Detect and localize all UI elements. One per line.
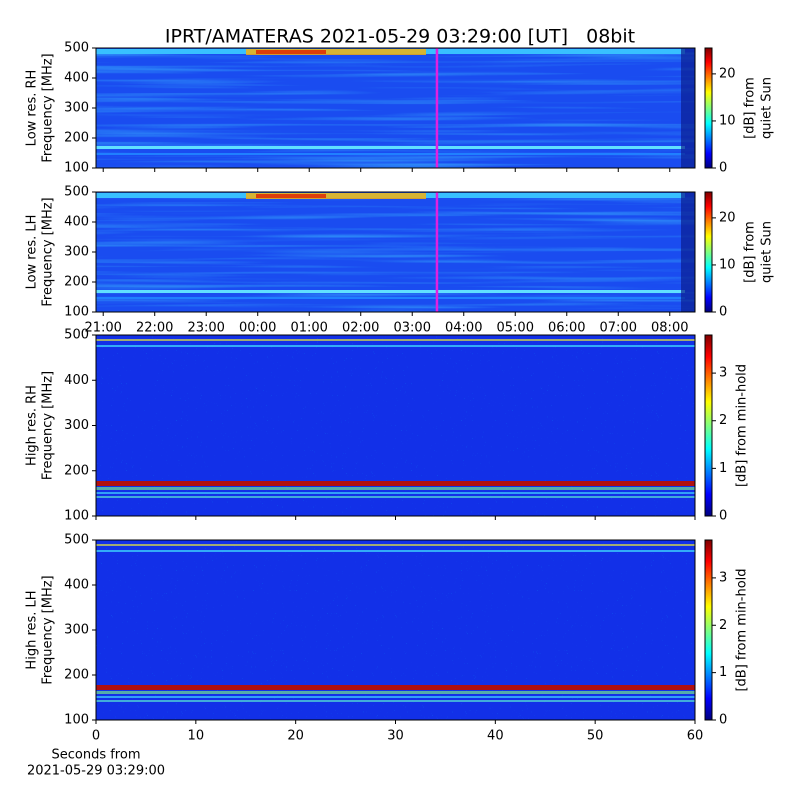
colorbar-tick-label: 2 — [719, 413, 727, 428]
y-tick-label: 400 — [64, 215, 89, 230]
x-tick-label: 07:00 — [600, 321, 637, 336]
y-tick-label: 100 — [64, 509, 89, 524]
band — [246, 49, 426, 55]
band — [96, 290, 685, 293]
colorbar-label: quiet Sun — [760, 77, 775, 139]
band — [681, 192, 695, 312]
colorbar — [704, 539, 713, 721]
band — [96, 487, 695, 490]
y-tick-label: 400 — [64, 373, 89, 388]
x-tick-label: 50 — [587, 729, 604, 744]
x-tick-label: 23:00 — [187, 321, 224, 336]
band — [96, 492, 695, 494]
y-axis-label: High res. RH — [25, 385, 40, 466]
colorbar-tick-label: 0 — [719, 713, 727, 728]
band — [96, 496, 695, 498]
colorbar-tick-label: 10 — [719, 257, 736, 272]
colorbar-label: quiet Sun — [760, 221, 775, 283]
band — [96, 481, 695, 486]
y-tick-label: 200 — [64, 275, 89, 290]
y-tick-label: 500 — [64, 328, 89, 343]
x-tick-label: 22:00 — [136, 321, 173, 336]
colorbar-tick-label: 20 — [719, 66, 736, 81]
y-tick-label: 500 — [64, 533, 89, 548]
y-tick-label: 100 — [64, 161, 89, 176]
colorbar — [704, 47, 713, 169]
colorbar-tick-label: 0 — [719, 305, 727, 320]
y-tick-label: 400 — [64, 71, 89, 86]
band — [96, 345, 695, 347]
x-tick-label: 60 — [687, 729, 704, 744]
colorbar-tick-label: 0 — [719, 161, 727, 176]
band — [96, 700, 695, 702]
x-axis-label: 2021-05-29 03:29:00 — [27, 764, 165, 779]
y-axis-label: Frequency [MHz] — [41, 371, 56, 480]
x-tick-label: 30 — [387, 729, 404, 744]
x-tick-label: 06:00 — [548, 321, 585, 336]
chart-title: IPRT/AMATERAS 2021-05-29 03:29:00 [UT] 0… — [165, 26, 635, 48]
band — [96, 146, 685, 149]
colorbar — [704, 334, 713, 517]
colorbar-tick-label: 3 — [719, 366, 727, 381]
x-tick-label: 02:00 — [342, 321, 379, 336]
x-tick-label: 10 — [188, 729, 205, 744]
colorbar-tick-label: 3 — [719, 570, 727, 585]
x-tick-label: 01:00 — [290, 321, 327, 336]
colorbar-tick-label: 20 — [719, 210, 736, 225]
y-tick-label: 300 — [64, 418, 89, 433]
y-tick-label: 200 — [64, 131, 89, 146]
x-tick-label: 0 — [92, 729, 100, 744]
x-tick-label: 04:00 — [445, 321, 482, 336]
x-tick-label: 05:00 — [497, 321, 534, 336]
colorbar-tick-label: 1 — [719, 461, 727, 476]
heatmap-texture — [96, 192, 695, 312]
y-axis-label: Frequency [MHz] — [41, 53, 56, 162]
x-tick-label: 03:00 — [394, 321, 431, 336]
colorbar — [704, 191, 713, 313]
y-tick-label: 500 — [64, 185, 89, 200]
x-tick-label: 20 — [287, 729, 304, 744]
y-axis-label: High res. LH — [25, 590, 40, 669]
colorbar-label: [dB] from — [743, 221, 758, 283]
band — [256, 50, 326, 54]
x-tick-label: 08:00 — [651, 321, 688, 336]
band — [96, 696, 695, 698]
colorbar-tick-label: 10 — [719, 113, 736, 128]
y-axis-label: Low res. LH — [25, 215, 40, 290]
colorbar-tick-label: 1 — [719, 665, 727, 680]
y-tick-label: 100 — [64, 305, 89, 320]
band — [96, 544, 695, 546]
colorbar-tick-label: 0 — [719, 509, 727, 524]
band — [96, 297, 685, 299]
y-tick-label: 400 — [64, 578, 89, 593]
y-tick-label: 100 — [64, 713, 89, 728]
colorbar-label: [dB] from min-hold — [735, 364, 750, 487]
y-tick-label: 300 — [64, 245, 89, 260]
x-tick-label: 00:00 — [239, 321, 276, 336]
band — [256, 194, 326, 198]
colorbar-label: [dB] from — [743, 77, 758, 139]
y-tick-label: 300 — [64, 623, 89, 638]
y-tick-label: 200 — [64, 668, 89, 683]
band — [681, 48, 695, 168]
heatmap-texture — [96, 48, 695, 168]
y-axis-label: Low res. RH — [25, 70, 40, 147]
colorbar-tick-label: 2 — [719, 618, 727, 633]
x-tick-label: 40 — [487, 729, 504, 744]
y-tick-label: 500 — [64, 41, 89, 56]
band — [96, 691, 695, 694]
colorbar-label: [dB] from min-hold — [735, 568, 750, 691]
y-axis-label: Frequency [MHz] — [41, 197, 56, 306]
band — [96, 685, 695, 690]
x-tick-label: 21:00 — [84, 321, 121, 336]
y-tick-label: 200 — [64, 463, 89, 478]
y-axis-label: Frequency [MHz] — [41, 575, 56, 684]
band — [246, 193, 426, 199]
x-axis-label: Seconds from — [51, 748, 140, 763]
band — [96, 550, 695, 552]
y-tick-label: 300 — [64, 101, 89, 116]
band — [96, 339, 695, 341]
band — [96, 153, 685, 155]
